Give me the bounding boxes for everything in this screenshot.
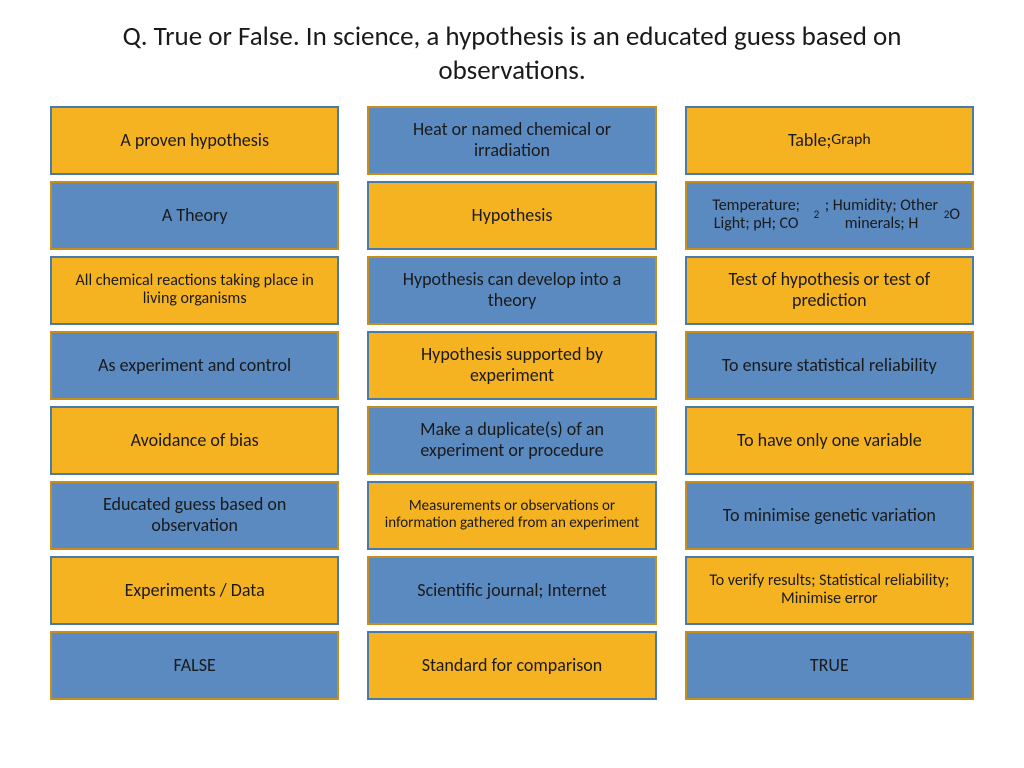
answer-card[interactable]: Temperature; Light; pH; CO2; Humidity; O… [685,181,974,250]
answer-card[interactable]: TRUE [685,631,974,700]
answer-card[interactable]: Make a duplicate(s) of an experiment or … [367,406,656,475]
answer-card[interactable]: A Theory [50,181,339,250]
answer-card[interactable]: Educated guess based on observation [50,481,339,550]
answer-card[interactable]: To ensure statistical reliability [685,331,974,400]
answer-card[interactable]: Standard for comparison [367,631,656,700]
answer-card[interactable]: To verify results; Statistical reliabili… [685,556,974,625]
answer-grid: A proven hypothesis A Theory All chemica… [20,106,1004,700]
answer-card[interactable]: Measurements or observations or informat… [367,481,656,550]
answer-card[interactable]: To have only one variable [685,406,974,475]
question-title: Q. True or False. In science, a hypothes… [20,20,1004,106]
answer-card[interactable]: Hypothesis [367,181,656,250]
answer-card[interactable]: Hypothesis can develop into a theory [367,256,656,325]
answer-card[interactable]: Table; Graph [685,106,974,175]
answer-card[interactable]: Heat or named chemical or irradiation [367,106,656,175]
column-3: Table; Graph Temperature; Light; pH; CO2… [685,106,974,700]
column-1: A proven hypothesis A Theory All chemica… [50,106,339,700]
answer-card[interactable]: Experiments / Data [50,556,339,625]
answer-card[interactable]: To minimise genetic variation [685,481,974,550]
answer-card[interactable]: FALSE [50,631,339,700]
column-2: Heat or named chemical or irradiation Hy… [367,106,656,700]
answer-card[interactable]: Test of hypothesis or test of prediction [685,256,974,325]
answer-card[interactable]: All chemical reactions taking place in l… [50,256,339,325]
answer-card[interactable]: Scientific journal; Internet [367,556,656,625]
answer-card[interactable]: Avoidance of bias [50,406,339,475]
answer-card[interactable]: Hypothesis supported by experiment [367,331,656,400]
answer-card[interactable]: As experiment and control [50,331,339,400]
answer-card[interactable]: A proven hypothesis [50,106,339,175]
